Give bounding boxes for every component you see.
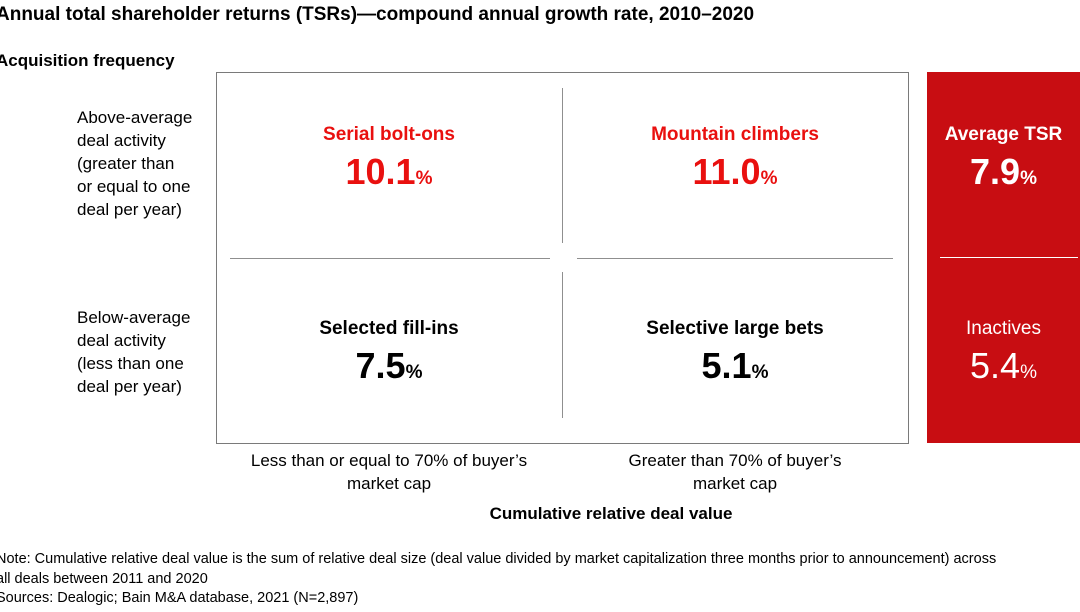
quadrant-value: 5.1%	[562, 344, 908, 395]
percent-sign: %	[415, 168, 433, 189]
quadrant-value-number: 7.5	[355, 345, 406, 386]
quadrant-name: Selected fill-ins	[319, 318, 459, 339]
reference-value-number: 5.4	[970, 345, 1021, 386]
row-label-line: (greater than	[77, 154, 175, 173]
reference-value: 5.4%	[927, 344, 1080, 395]
percent-sign: %	[405, 362, 423, 383]
reference-panel-average-tsr: Average TSR 7.9%	[927, 122, 1080, 201]
note-line: all deals between 2011 and 2020	[0, 570, 208, 587]
row-label-line: deal activity	[77, 131, 166, 150]
quadrant-mountain-climbers: Mountain climbers 11.0%	[562, 122, 908, 201]
reference-label: Inactives	[966, 318, 1041, 339]
col-label-line: market cap	[692, 474, 778, 493]
quadrant-value-number: 11.0	[692, 151, 761, 192]
percent-sign: %	[760, 168, 778, 189]
row-label-below-average: Below-average deal activity (less than o…	[77, 306, 227, 398]
quadrant-name: Selective large bets	[646, 318, 824, 339]
note-line: Note: Cumulative relative deal value is …	[0, 551, 997, 567]
reference-label: Average TSR	[944, 124, 1063, 145]
col-label-line: market cap	[346, 474, 432, 493]
col-label-line: Greater than 70% of buyer’s	[628, 451, 842, 470]
x-axis-title: Cumulative relative deal value	[489, 504, 733, 523]
reference-value: 7.9%	[927, 150, 1080, 201]
matrix-divider-horizontal-right	[577, 258, 893, 259]
quadrant-serial-bolt-ons: Serial bolt-ons 10.1%	[216, 122, 562, 201]
quadrant-value-number: 10.1	[345, 151, 416, 192]
percent-sign: %	[1020, 168, 1037, 189]
quadrant-name: Serial bolt-ons	[323, 124, 455, 145]
row-label-line: or equal to one	[77, 177, 191, 196]
col-label-line: Less than or equal to 70% of buyer’s	[250, 451, 528, 470]
row-label-line: deal activity	[77, 331, 166, 350]
matrix-divider-vertical-top	[562, 88, 563, 243]
chart-title: Annual total shareholder returns (TSRs)—…	[0, 4, 755, 25]
quadrant-value: 11.0%	[562, 150, 908, 201]
reference-panel-inactives: Inactives 5.4%	[927, 316, 1080, 395]
quadrant-name: Mountain climbers	[651, 124, 819, 145]
reference-panel: Average TSR 7.9% Inactives 5.4%	[927, 72, 1080, 443]
y-axis-label: Acquisition frequency	[0, 51, 175, 70]
footnotes: Note: Cumulative relative deal value is …	[0, 550, 1080, 609]
matrix-divider-vertical-bottom	[562, 272, 563, 418]
reference-panel-divider	[940, 257, 1078, 258]
quadrant-selected-fill-ins: Selected fill-ins 7.5%	[216, 316, 562, 395]
col-label-lte-70pct: Less than or equal to 70% of buyer’s mar…	[216, 449, 562, 495]
col-label-gt-70pct: Greater than 70% of buyer’s market cap	[562, 449, 908, 495]
quadrant-value-number: 5.1	[701, 345, 752, 386]
percent-sign: %	[751, 362, 769, 383]
row-label-line: deal per year)	[77, 377, 182, 396]
percent-sign: %	[1020, 362, 1037, 383]
quadrant-selective-large-bets: Selective large bets 5.1%	[562, 316, 908, 395]
row-label-line: deal per year)	[77, 200, 182, 219]
sources-line: Sources: Dealogic; Bain M&A database, 20…	[0, 590, 359, 606]
reference-value-number: 7.9	[970, 151, 1021, 192]
matrix-divider-horizontal-left	[230, 258, 550, 259]
row-label-above-average: Above-average deal activity (greater tha…	[77, 106, 227, 221]
row-label-line: Above-average	[77, 108, 193, 127]
quadrant-value: 7.5%	[216, 344, 562, 395]
quadrant-value: 10.1%	[216, 150, 562, 201]
row-label-line: Below-average	[77, 308, 191, 327]
row-label-line: (less than one	[77, 354, 184, 373]
